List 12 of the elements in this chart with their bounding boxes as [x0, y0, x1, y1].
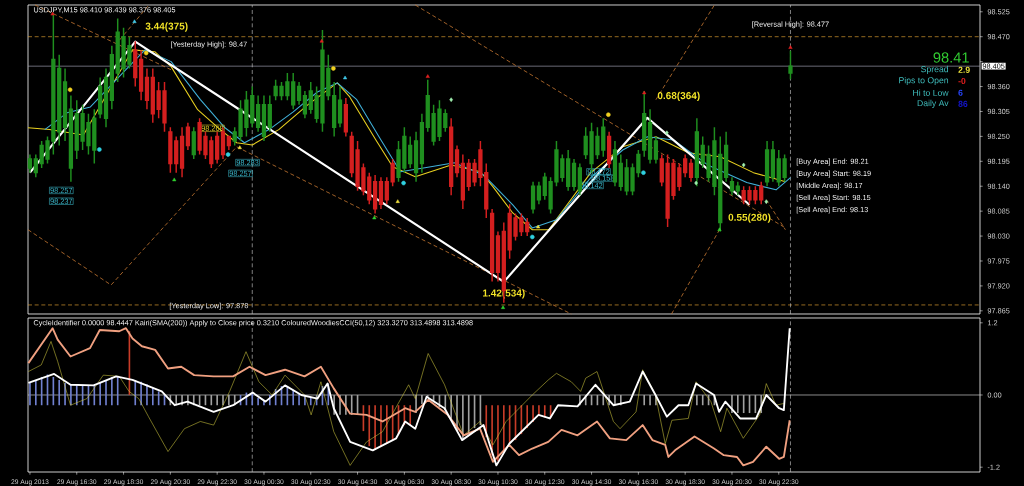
- annotation: 3.44(375): [145, 22, 188, 32]
- annotation: 98.41: [933, 52, 969, 63]
- annotation: 0.55(280): [728, 213, 771, 223]
- annotation: 2.9: [958, 66, 970, 73]
- annotation: Daily Av: [917, 99, 949, 108]
- annotation: 0.68(364): [657, 91, 700, 102]
- annotation: -0: [958, 77, 966, 85]
- annotation: Spread: [921, 65, 949, 74]
- annotation: 86: [958, 100, 968, 107]
- annotation: Pips to Open: [899, 76, 949, 86]
- annotation: 6: [958, 89, 963, 96]
- annotation: Hi to Low: [913, 89, 949, 96]
